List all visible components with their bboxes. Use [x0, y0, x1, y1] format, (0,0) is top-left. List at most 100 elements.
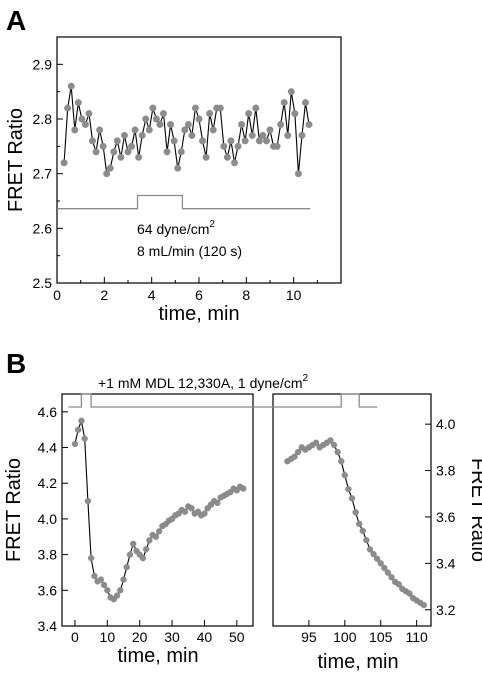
- plot-frame-b-left: [61, 393, 254, 627]
- data-point-a: [209, 126, 217, 134]
- data-point-a: [206, 110, 214, 117]
- x-tick-label-b-left: 30: [164, 629, 180, 645]
- data-point-b-left: [188, 505, 195, 512]
- stimulus-trace-b: [68, 393, 378, 408]
- data-point-a: [117, 153, 125, 161]
- panel-label-b: B: [6, 348, 26, 379]
- data-point-b-right: [366, 546, 374, 553]
- data-point-a: [156, 121, 164, 128]
- data-point-a: [280, 99, 288, 107]
- data-point-a: [131, 126, 139, 134]
- stimulus-line-a: [57, 194, 311, 210]
- data-point-b-right: [359, 527, 366, 535]
- data-point-a: [273, 142, 281, 150]
- x-tick-label-b-right: 110: [405, 629, 428, 645]
- data-point-a: [152, 115, 160, 123]
- data-point-a: [241, 137, 249, 145]
- data-point-b-left: [97, 576, 104, 583]
- data-point-a: [124, 148, 132, 156]
- data-series-a: [60, 82, 313, 178]
- data-point-b-left: [146, 537, 153, 544]
- y-axis-title-a: FRET Ratio: [5, 108, 27, 212]
- data-point-a: [92, 148, 100, 156]
- data-point-a: [96, 126, 104, 134]
- data-point-a: [227, 137, 235, 145]
- data-point-a: [266, 126, 274, 134]
- data-point-b-right: [370, 550, 377, 558]
- data-point-b-left: [214, 499, 221, 507]
- stimulus-trace-a: [57, 194, 311, 210]
- y-tick-label-a: 2.5: [33, 275, 53, 291]
- axis-ticks-b: 0 10 20 30 40 50 3.4 3.6 3.8 4.0 4.2 4.4 4.6 95 100 105…: [38, 404, 456, 645]
- data-point-b-right: [373, 555, 381, 562]
- data-point-b-left: [240, 485, 247, 492]
- data-point-b-right: [327, 437, 334, 444]
- data-point-a: [163, 148, 171, 156]
- data-point-b-left: [113, 592, 121, 599]
- data-point-a: [128, 142, 135, 150]
- y-tick-label-b-left: 3.4: [38, 618, 58, 634]
- data-point-b-right: [338, 458, 345, 465]
- y-tick-label-b-right: 3.4: [436, 555, 456, 571]
- y-tick-label-b-left: 4.2: [38, 475, 58, 491]
- data-point-b-left: [181, 508, 189, 515]
- data-point-b-right: [377, 560, 384, 567]
- data-point-a: [231, 159, 238, 167]
- data-point-b-left: [123, 563, 130, 571]
- data-point-a: [81, 121, 89, 128]
- data-point-a: [291, 110, 299, 117]
- data-point-a: [238, 121, 246, 128]
- data-point-a: [195, 115, 203, 123]
- data-point-b-right: [352, 509, 359, 516]
- panel-b: B 0 10 20 30 40 50 3.4 3.6 3.8 4.0 4.2 4.4 4.6 95 100 1…: [3, 348, 482, 673]
- data-point-a: [78, 115, 86, 123]
- data-point-b-left: [130, 540, 137, 548]
- y-tick-label-b-left: 4.0: [38, 511, 58, 527]
- x-tick-label-b-right: 95: [301, 629, 317, 645]
- x-tick-label-a: 4: [148, 287, 156, 303]
- data-point-a: [223, 153, 231, 161]
- x-axis-title-b-right: time, min: [317, 651, 398, 673]
- data-point-a: [302, 99, 309, 107]
- data-point-a: [120, 131, 128, 139]
- x-tick-label-b-left: 20: [132, 629, 148, 645]
- data-point-a: [71, 126, 79, 134]
- data-point-b-left: [126, 551, 134, 558]
- data-point-a: [216, 104, 224, 112]
- data-point-a: [99, 142, 107, 150]
- data-point-b-left: [84, 497, 92, 505]
- data-point-a: [103, 170, 111, 178]
- data-point-a: [135, 153, 143, 161]
- data-point-a: [294, 170, 302, 178]
- x-tick-label-b-left: 40: [197, 629, 213, 645]
- axis-ticks-a: 0 2 4 6 8 10 2.5 2.6 2.7 2.8 2.9: [33, 56, 318, 303]
- data-point-a: [255, 137, 263, 145]
- stimulus-annotation-a-line2: 8 mL/min (120 s): [137, 243, 242, 259]
- y-tick-label-b-right: 3.8: [436, 463, 456, 479]
- data-point-a: [184, 121, 192, 128]
- data-point-a: [305, 121, 313, 128]
- x-axis-title-b-left: time, min: [117, 645, 198, 667]
- data-point-b-right: [341, 472, 348, 479]
- data-point-b-right: [348, 495, 356, 502]
- data-point-b-right: [291, 453, 298, 460]
- data-point-b-right: [395, 581, 402, 588]
- x-tick-label-b-right: 100: [333, 629, 357, 645]
- x-tick-label-a: 6: [195, 287, 203, 303]
- data-point-b-left: [75, 426, 82, 433]
- data-point-a: [188, 131, 196, 139]
- data-point-a: [191, 104, 199, 112]
- stimulus-annotation-b: +1 mM MDL 12,330A, 1 dyne/cm2: [98, 373, 309, 391]
- y-tick-label-a: 2.6: [33, 220, 53, 236]
- data-point-b-right: [406, 590, 413, 597]
- data-point-a: [284, 131, 292, 139]
- data-point-b-left: [201, 510, 208, 517]
- y-tick-label-b-left: 3.8: [38, 547, 58, 563]
- data-point-b-right: [334, 448, 341, 456]
- data-series-b-left: [71, 417, 247, 603]
- data-point-b-right: [345, 485, 352, 493]
- data-point-b-left: [71, 440, 79, 448]
- data-point-a: [85, 110, 93, 117]
- y-tick-label-b-right: 3.2: [436, 602, 456, 618]
